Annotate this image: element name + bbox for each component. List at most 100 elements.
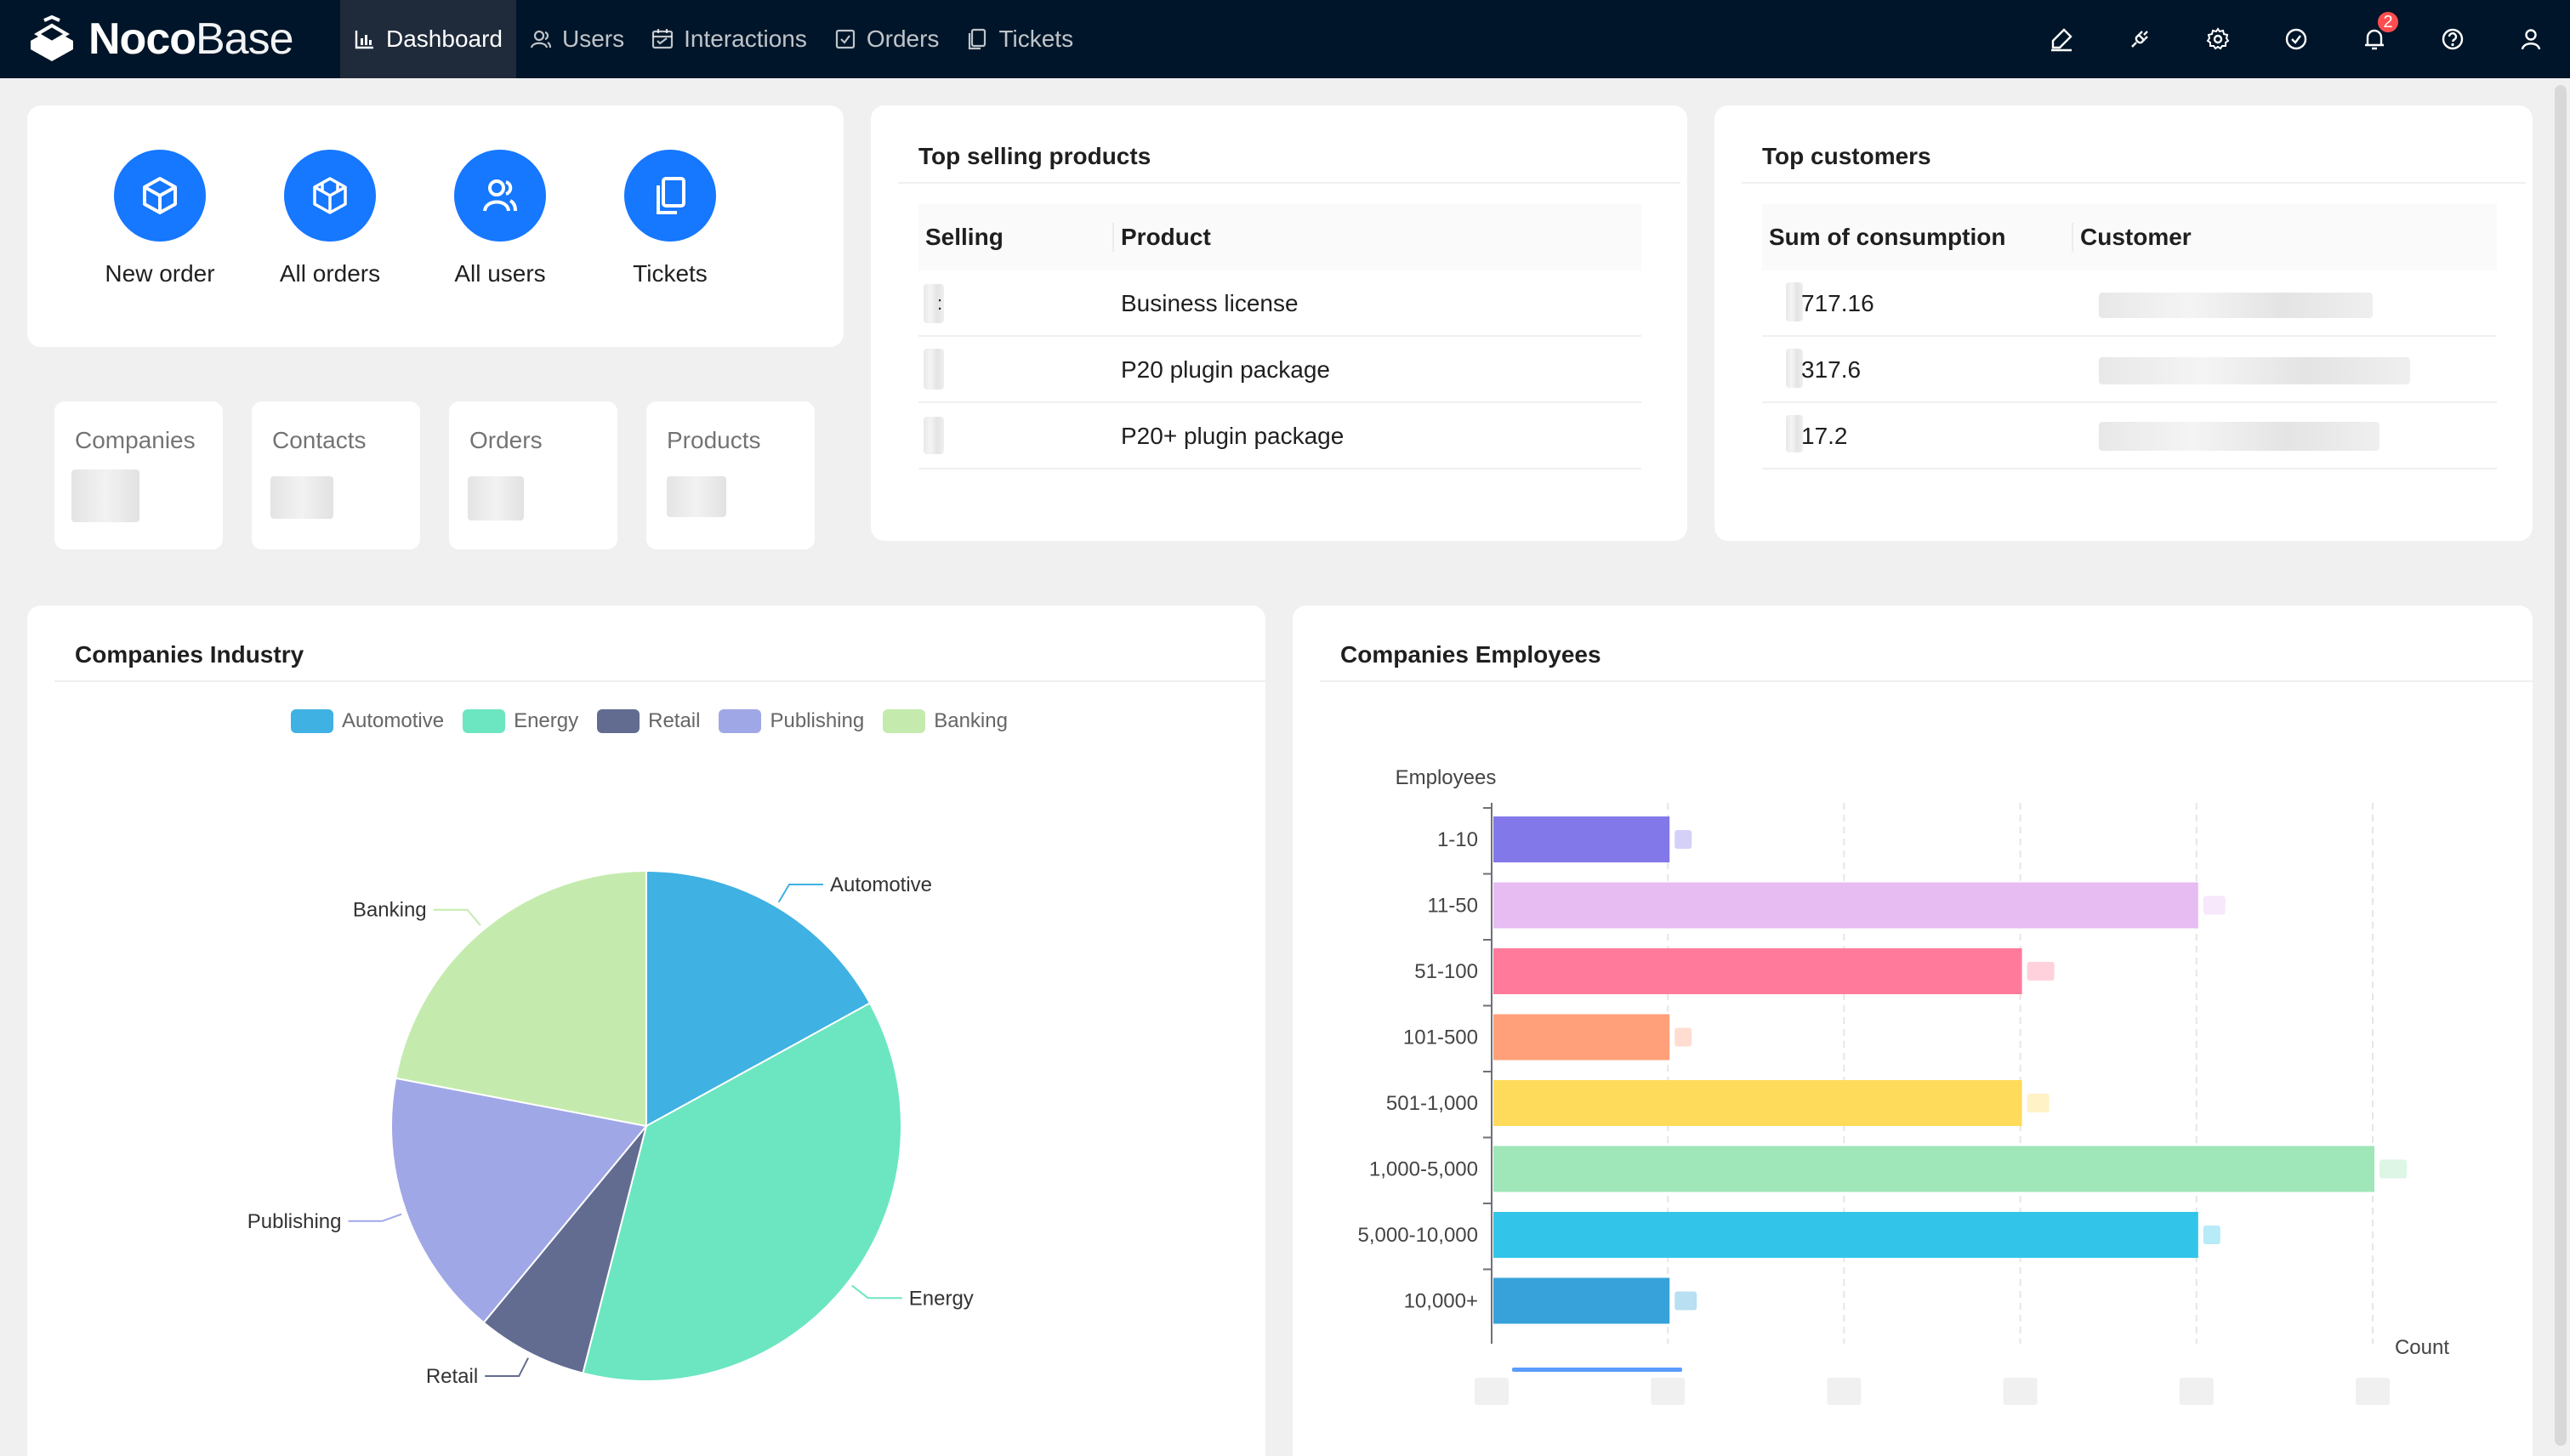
settings-button[interactable] (2179, 0, 2257, 78)
bar-11-50[interactable] (1493, 882, 2198, 929)
pie-slice-energy[interactable] (582, 1002, 902, 1382)
x-tick-label-blurred (2179, 1378, 2214, 1405)
bar-value-label-blurred (1674, 1027, 1692, 1047)
legend-item-retail[interactable]: Retail (597, 709, 700, 733)
card-divider (54, 680, 1265, 682)
check-circle-icon (2285, 28, 2307, 50)
bar-5-000-10-000[interactable] (1493, 1212, 2198, 1258)
legend-swatch (597, 709, 640, 733)
table-row[interactable]: 17.2 (1762, 403, 2497, 469)
users-icon (483, 179, 517, 212)
shortcut-tickets[interactable]: Tickets (585, 150, 755, 287)
logo-text-light: Base (196, 14, 294, 64)
bar-value-label-blurred (1674, 1291, 1697, 1311)
column-header-product[interactable]: Product (1121, 224, 1211, 250)
legend-item-publishing[interactable]: Publishing (719, 709, 864, 733)
bar-51-100[interactable] (1493, 948, 2022, 994)
legend-item-banking[interactable]: Banking (883, 709, 1008, 733)
cell-sum-blurred (1786, 415, 1803, 452)
table-row[interactable]: P20 plugin package (918, 337, 1641, 403)
menu-item-users[interactable]: Users (516, 0, 638, 78)
pie-label-line (777, 883, 823, 903)
stat-contacts[interactable]: Contacts (252, 401, 420, 549)
stat-orders[interactable]: Orders (449, 401, 617, 549)
table-row[interactable]: 717.16 (1762, 270, 2497, 337)
menu-item-interactions[interactable]: Interactions (638, 0, 821, 78)
notifications-button[interactable]: 2 (2335, 0, 2414, 78)
shortcut-label: New order (105, 260, 215, 287)
bell-icon (2365, 29, 2384, 50)
stat-value-blurred (667, 476, 726, 517)
x-tick-label-blurred (2356, 1378, 2390, 1405)
stat-value-blurred (71, 469, 139, 522)
pie-slice-banking[interactable] (395, 869, 647, 1128)
legend-item-automotive[interactable]: Automotive (291, 709, 444, 733)
legend-item-energy[interactable]: Energy (463, 709, 578, 733)
cell-sum-blurred (1786, 349, 1803, 388)
y-tick-label: 1,000-5,000 (1369, 1158, 1478, 1181)
stat-title: Orders (469, 427, 543, 453)
cell-product: Business license (1121, 290, 1299, 316)
menu-item-dashboard[interactable]: Dashboard (340, 0, 516, 78)
card-title: Top customers (1762, 143, 1931, 169)
bar-1-10[interactable] (1493, 816, 1670, 862)
legend-label: Automotive (342, 709, 445, 732)
pie-label-energy: Energy (909, 1287, 974, 1310)
y-tick-label: 101-500 (1403, 1027, 1478, 1049)
logo[interactable]: Noco Base (0, 0, 340, 78)
column-header-sum-of-consumption[interactable]: Sum of consumption (1769, 224, 2006, 250)
legend-swatch (463, 709, 506, 733)
shortcut-all-orders[interactable]: All orders (245, 150, 415, 287)
shortcut-new-order[interactable]: New order (75, 150, 245, 287)
table-header: Sum of consumption Customer (1762, 204, 2497, 270)
stat-products[interactable]: Products (646, 401, 815, 549)
page-scrollbar[interactable] (2555, 85, 2567, 1446)
table-row[interactable]: : Business license (918, 270, 1641, 337)
shortcut-label: All orders (279, 260, 381, 287)
user-menu-button[interactable] (2492, 0, 2570, 78)
x-tick-label-blurred (1827, 1378, 1862, 1405)
column-header-customer[interactable]: Customer (2080, 224, 2192, 250)
cell-selling-blurred (924, 417, 944, 454)
menu-item-label: Tickets (998, 26, 1074, 52)
notification-badge: 2 (2376, 10, 2400, 34)
cell-sum: 317.6 (1801, 356, 1862, 383)
plugin-manager-button[interactable] (2101, 0, 2179, 78)
bar-501-1-000[interactable] (1493, 1080, 2022, 1126)
y-tick-label: 501-1,000 (1386, 1092, 1478, 1115)
table-row[interactable]: P20+ plugin package (918, 403, 1641, 469)
card-divider (1742, 182, 2526, 184)
cell-product: P20+ plugin package (1121, 423, 1345, 449)
shortcut-icon-circle (114, 150, 206, 242)
bar-101-500[interactable] (1493, 1014, 1670, 1061)
menu-item-orders[interactable]: Orders (821, 0, 953, 78)
legend-swatch (291, 709, 333, 733)
pie-label-publishing: Publishing (247, 1210, 342, 1233)
stat-value-blurred (270, 476, 333, 519)
y-tick-label: 5,000-10,000 (1358, 1224, 1478, 1247)
pie-slice-retail[interactable] (482, 1125, 647, 1374)
shortcut-all-users[interactable]: All users (415, 150, 585, 287)
legend-label: Energy (514, 709, 579, 732)
stat-companies[interactable]: Companies (54, 401, 223, 549)
data-zoom-slider[interactable] (1512, 1368, 1682, 1372)
tasks-button[interactable] (2257, 0, 2335, 78)
help-button[interactable] (2414, 0, 2492, 78)
table-row[interactable]: 317.6 (1762, 337, 2497, 403)
card-divider (898, 182, 1680, 184)
column-header-selling[interactable]: Selling (925, 224, 1004, 250)
y-tick-label: 1-10 (1437, 828, 1478, 851)
cell-customer-blurred (2099, 357, 2410, 384)
pie-slice-automotive[interactable] (645, 869, 872, 1128)
pie-slice-publishing[interactable] (390, 1077, 648, 1324)
bar-value-label-blurred (1674, 830, 1692, 849)
user-icon (2521, 29, 2541, 50)
bar-10-000-[interactable] (1493, 1277, 1670, 1324)
nocobase-logo-icon (31, 15, 73, 61)
bar-chart-icon (355, 31, 373, 49)
bar-1-000-5-000[interactable] (1493, 1146, 2374, 1192)
ui-editor-button[interactable] (2022, 0, 2101, 78)
menu-item-tickets[interactable]: Tickets (952, 0, 1087, 78)
y-tick-label: 51-100 (1414, 960, 1478, 983)
pie-label-banking: Banking (353, 899, 427, 922)
